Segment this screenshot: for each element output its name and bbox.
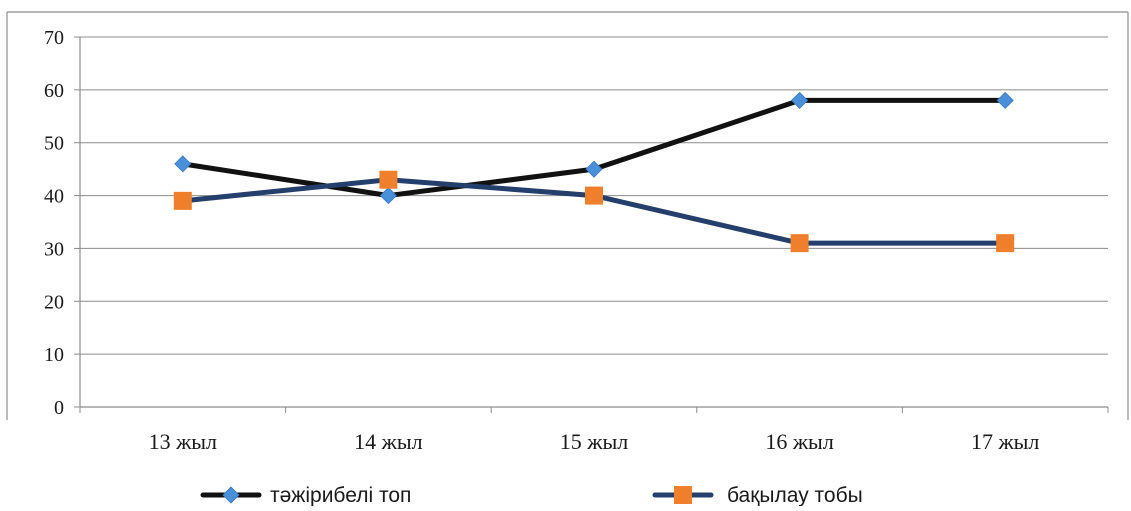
y-tick-label: 50 [44,133,64,155]
series-1-marker [174,155,192,173]
series-2-marker [996,234,1015,253]
legend-item-2: бақылау тобы [652,484,863,507]
x-tick-label: 16 жыл [765,429,833,454]
y-tick-label: 20 [44,291,64,313]
legend-label: бақылау тобы [727,484,863,506]
x-tick-label: 13 жыл [149,429,217,454]
series-line-1 [180,97,1008,199]
y-tick-label: 70 [44,27,64,49]
y-tick-label: 40 [44,186,64,208]
series-1-marker [585,160,603,178]
series-2-marker [379,170,398,189]
series-2-marker [585,186,603,205]
series-1-marker [379,187,397,205]
y-tick-label: 30 [44,238,64,260]
x-tick-label: 15 жыл [560,429,628,454]
series-2-marker [173,191,192,210]
y-tick-label: 60 [44,80,64,102]
legend-swatch-marker [674,486,692,504]
series-1-marker [996,91,1014,109]
x-tick-label: 14 жыл [354,429,422,454]
series-1-marker [791,91,809,109]
legend-item-1: тәжірибелі топ [200,484,411,507]
series-2-marker [790,234,809,253]
y-tick-label: 10 [44,344,64,366]
legend-label: тәжірибелі топ [270,484,411,506]
x-tick-label: 17 жыл [971,429,1039,454]
y-tick-label: 0 [54,397,64,419]
legend-swatch-marker [222,486,240,504]
